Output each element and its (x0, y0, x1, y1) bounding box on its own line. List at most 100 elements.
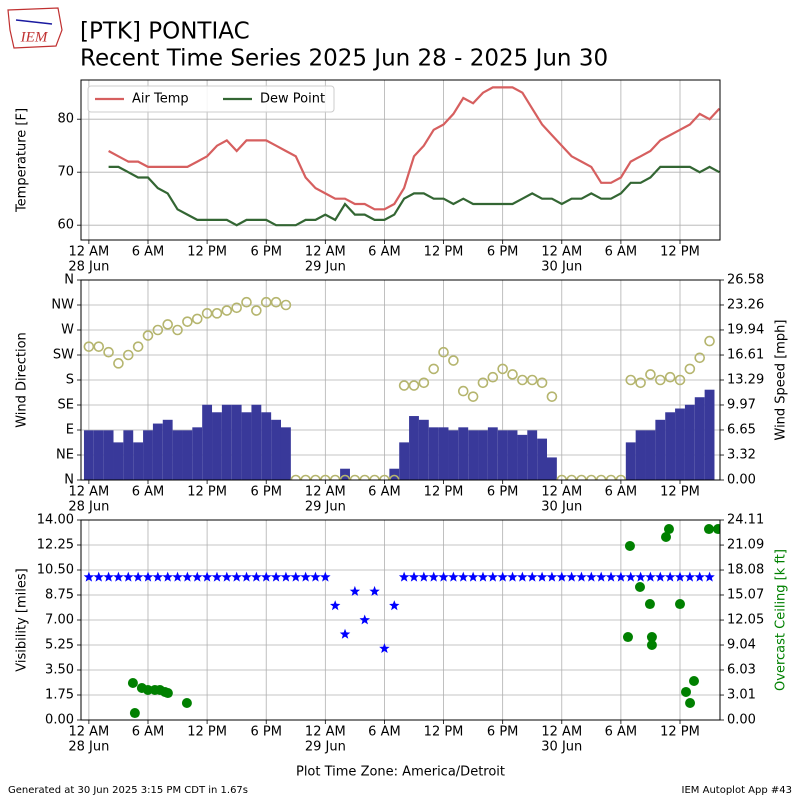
bar (261, 412, 272, 480)
marker (123, 571, 134, 582)
bar (231, 404, 242, 480)
x-tick-label: 12 AM (541, 725, 582, 740)
bar (675, 408, 685, 480)
marker (428, 363, 440, 375)
marker (172, 571, 183, 582)
legend-box (87, 85, 335, 113)
marker (231, 571, 242, 582)
bar (182, 430, 193, 480)
x-tick-label: 6 AM (605, 725, 638, 740)
marker (211, 308, 223, 319)
x-tick-label: 6 PM (250, 485, 281, 500)
marker (113, 358, 124, 369)
bar (694, 397, 705, 480)
marker (546, 571, 558, 582)
marker (661, 532, 672, 543)
bar (172, 430, 183, 480)
y2-tick-label: 24.11 (727, 513, 764, 528)
marker (152, 324, 164, 336)
y2-tick-label: 26.58 (727, 273, 764, 288)
bar (133, 442, 144, 480)
marker (497, 571, 508, 582)
bar (517, 434, 528, 480)
x-tick-label: 6 AM (368, 245, 401, 260)
y2-tick-label: 3.01 (727, 688, 756, 703)
marker (261, 571, 272, 582)
bar (527, 430, 538, 480)
logo-outline (7, 7, 63, 49)
x-date-label: 28 Jun (68, 740, 109, 755)
marker (704, 571, 715, 582)
marker (290, 571, 301, 582)
marker (507, 571, 518, 582)
marker (290, 474, 302, 480)
marker (595, 474, 607, 480)
x-tick-label: 12 AM (541, 485, 582, 500)
bar (448, 430, 459, 480)
bar (83, 430, 94, 480)
bar (704, 389, 715, 480)
x-tick-label: 12 AM (68, 245, 109, 260)
x-tick-label: 12 PM (660, 245, 700, 260)
marker (713, 524, 720, 535)
x-date-label: 30 Jun (541, 260, 582, 275)
logo: IEM (7, 7, 63, 49)
marker (467, 391, 479, 402)
y-tick-label: 80 (57, 112, 74, 127)
marker (182, 316, 193, 327)
y-tick-label: SE (58, 398, 74, 413)
y2-tick-label: 12.05 (727, 613, 764, 628)
bar (665, 412, 676, 480)
marker (684, 363, 696, 375)
marker (142, 330, 154, 341)
marker (379, 643, 390, 653)
marker (694, 352, 706, 364)
marker (221, 305, 233, 316)
line (108, 86, 720, 211)
legend-label: Air Temp (132, 92, 189, 107)
y-axis-label: Temperature [F] (15, 108, 30, 213)
marker (458, 571, 469, 582)
x-tick-label: 12 AM (305, 485, 346, 500)
marker (675, 599, 686, 610)
marker (487, 571, 498, 582)
y-tick-label: 12.25 (37, 538, 74, 553)
marker (635, 571, 646, 582)
marker (596, 571, 607, 582)
marker (162, 688, 173, 699)
bar (625, 442, 636, 480)
marker (688, 676, 699, 687)
marker (113, 571, 124, 582)
marker (664, 371, 676, 383)
marker (605, 571, 617, 582)
y-tick-label: S (66, 373, 74, 388)
plot-area (83, 524, 720, 719)
x-tick-label: 6 AM (132, 485, 165, 500)
bar (93, 430, 104, 480)
bar (438, 427, 449, 480)
subtitle: Recent Time Series 2025 Jun 28 - 2025 Ju… (80, 46, 608, 72)
plot-frame (80, 79, 721, 241)
bar (271, 419, 281, 480)
marker (625, 374, 637, 386)
bar (399, 442, 410, 480)
marker (704, 335, 715, 347)
marker (438, 346, 449, 358)
y2-tick-label: 23.26 (727, 297, 764, 312)
marker (191, 313, 203, 325)
marker (566, 571, 577, 582)
y-tick-label: 0.00 (45, 713, 74, 728)
panel: 12 AM 6 AM 12 PM 6 PM 12 AM 6 AM 12 PM 6 PM 12 A… (15, 79, 721, 275)
bar (202, 404, 213, 480)
marker (448, 355, 459, 366)
marker (398, 380, 410, 391)
bar (340, 468, 350, 480)
marker (654, 374, 666, 386)
marker (467, 571, 479, 582)
marker (615, 474, 627, 480)
marker (280, 299, 292, 311)
marker (645, 571, 656, 582)
x-tick-label: 6 AM (132, 725, 165, 740)
bar (428, 427, 439, 480)
